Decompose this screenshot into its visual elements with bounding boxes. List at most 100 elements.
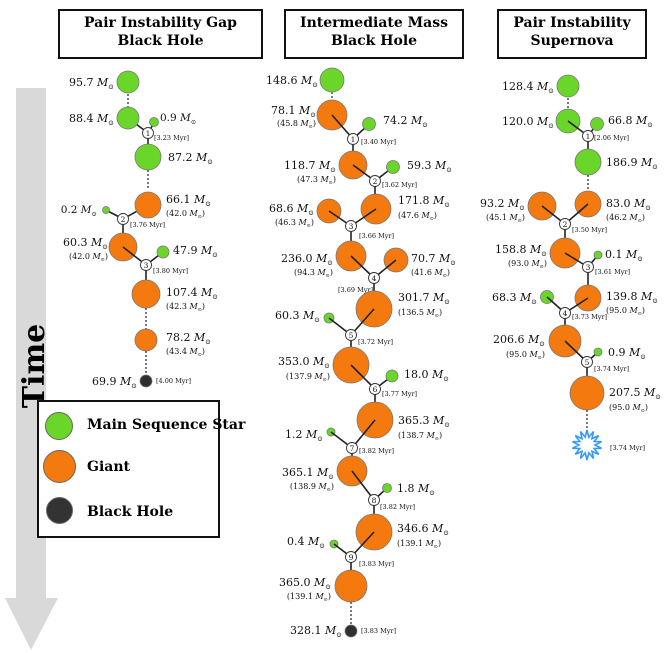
giant-star: [131, 279, 161, 309]
main-sequence-star: [319, 67, 345, 93]
time-label: Time: [17, 324, 52, 409]
merger-node: [581, 356, 593, 368]
mass-label: 69.9 M⊙: [92, 375, 137, 390]
merger-node: [140, 259, 152, 271]
merger-number: 5: [585, 358, 590, 367]
time-label-svg: Time: [17, 324, 52, 409]
column-title-line2: Black Hole: [330, 33, 418, 49]
merger-time: [3.50 Myr]: [572, 226, 607, 234]
mass-label: 139.8 M⊙: [606, 290, 658, 305]
mass-label: 66.1 M⊙: [166, 193, 211, 208]
mass-label: 120.0 M⊙: [502, 115, 554, 130]
merger-node: [345, 329, 357, 341]
mass-label: 78.1 M⊙: [271, 104, 316, 119]
core-mass-label: (95.0 M⊙): [506, 350, 545, 361]
core-mass-label: (42.3 M⊙): [166, 302, 205, 313]
supernova-time: [3.74 Myr]: [610, 444, 645, 452]
core-mass-label: (45.8 M⊙): [277, 119, 316, 130]
merger-node: [369, 175, 381, 187]
merger-time: [3.77 Myr]: [382, 390, 417, 398]
main-sequence-star: [556, 74, 580, 98]
merger-time: [3.73 Myr]: [572, 313, 607, 321]
merger-time: [3.80 Myr]: [153, 267, 188, 275]
mass-label: 236.0 M⊙: [281, 252, 333, 267]
time-arrow-head: [5, 598, 58, 650]
merger-number: 3: [349, 222, 354, 231]
core-mass-label: (47.6 M⊙): [398, 211, 437, 222]
mass-label: 83.0 M⊙: [606, 197, 651, 212]
mass-label: 118.7 M⊙: [284, 159, 336, 174]
mass-label: 328.1 M⊙: [290, 624, 342, 639]
core-mass-label: (93.0 M⊙): [508, 259, 547, 270]
mass-label: 171.8 M⊙: [398, 194, 450, 209]
merger-link: [351, 470, 375, 501]
mass-label: 74.2 M⊙: [383, 114, 428, 129]
merger-time: [3.74 Myr]: [594, 365, 629, 373]
core-mass-label: (42.0 M⊙): [69, 252, 108, 263]
legend-main-sequence-marker: [45, 412, 73, 440]
core-mass-label: (139.1 M⊙): [287, 592, 331, 603]
mass-label: 47.9 M⊙: [173, 244, 218, 259]
mass-label: 1.8 M⊙: [397, 482, 435, 497]
black-hole-formation-time: [4.00 Myr]: [156, 377, 191, 385]
mass-label: 18.0 M⊙: [404, 368, 449, 383]
merger-node: [347, 133, 359, 145]
mass-label: 0.4 M⊙: [287, 535, 325, 550]
merger-node: [346, 442, 358, 454]
merger-time: [3.82 Myr]: [380, 503, 415, 511]
legend-black-hole-marker: [46, 497, 73, 524]
legend: Main Sequence Star Giant Black Hole: [37, 400, 245, 538]
mass-label: 107.4 M⊙: [166, 286, 218, 301]
merger-number: 5: [349, 331, 354, 340]
mass-label: 158.8 M⊙: [495, 243, 547, 258]
core-mass-label: (95.0 M⊙): [609, 403, 648, 414]
legend-giant-label: Giant: [87, 459, 130, 475]
column-title-line2: Black Hole: [117, 33, 204, 49]
giant-star: [334, 569, 368, 603]
mass-label: 1.2 M⊙: [285, 428, 323, 443]
mass-label: 0.2 M⊙: [61, 204, 97, 218]
merger-number: 1: [351, 135, 356, 144]
legend-main-sequence-label: Main Sequence Star: [87, 417, 246, 433]
mass-label: 68.6 M⊙: [269, 202, 314, 217]
main-sequence-star: [362, 117, 376, 131]
mass-label: 0.9 M⊙: [160, 112, 196, 126]
merger-time: [3.82 Myr]: [359, 447, 394, 455]
mass-label: 68.3 M⊙: [492, 291, 537, 306]
merger-link: [351, 419, 376, 449]
mass-label: 87.2 M⊙: [168, 151, 213, 166]
core-mass-label: (46.2 M⊙): [606, 213, 645, 224]
mass-label: 128.4 M⊙: [502, 80, 554, 95]
main-sequence-star: [102, 206, 110, 214]
merger-number: 2: [563, 220, 568, 229]
core-mass-label: (136.5 M⊙): [398, 308, 442, 319]
main-sequence-star: [574, 148, 602, 176]
merger-time: [3.62 Myr]: [382, 181, 417, 189]
merger-number: 8: [372, 496, 377, 505]
black-hole: [139, 374, 153, 388]
column-title-pair-instability-gap: Pair Instability Gap Black Hole: [58, 9, 263, 59]
merger-number: 1: [586, 132, 591, 141]
main-sequence-star: [116, 70, 140, 94]
mass-label: 60.3 M⊙: [63, 236, 108, 251]
mass-label: 60.3 M⊙: [275, 309, 320, 324]
mass-label: 353.0 M⊙: [278, 355, 330, 370]
mass-label: 0.1 M⊙: [605, 248, 643, 263]
mass-label: 95.7 M⊙: [69, 76, 114, 91]
main-sequence-star: [156, 245, 170, 259]
merger-node: [369, 383, 381, 395]
main-sequence-star: [386, 160, 400, 174]
main-sequence-star: [385, 369, 399, 383]
mass-label: 93.2 M⊙: [480, 197, 525, 212]
mass-label: 365.3 M⊙: [398, 414, 450, 429]
mass-label: 78.2 M⊙: [166, 331, 211, 346]
merger-number: 4: [372, 274, 377, 283]
core-mass-label: (41.6 M⊙): [411, 268, 450, 279]
core-mass-label: (43.4 M⊙): [166, 347, 205, 358]
merger-time: [3.72 Myr]: [358, 338, 393, 346]
mass-label: 365.0 M⊙: [279, 576, 331, 591]
mass-label: 207.5 M⊙: [609, 386, 661, 401]
main-sequence-star: [593, 347, 603, 357]
column-title-line1: Intermediate Mass: [300, 15, 448, 31]
merger-time: [3.61 Myr]: [595, 268, 630, 276]
